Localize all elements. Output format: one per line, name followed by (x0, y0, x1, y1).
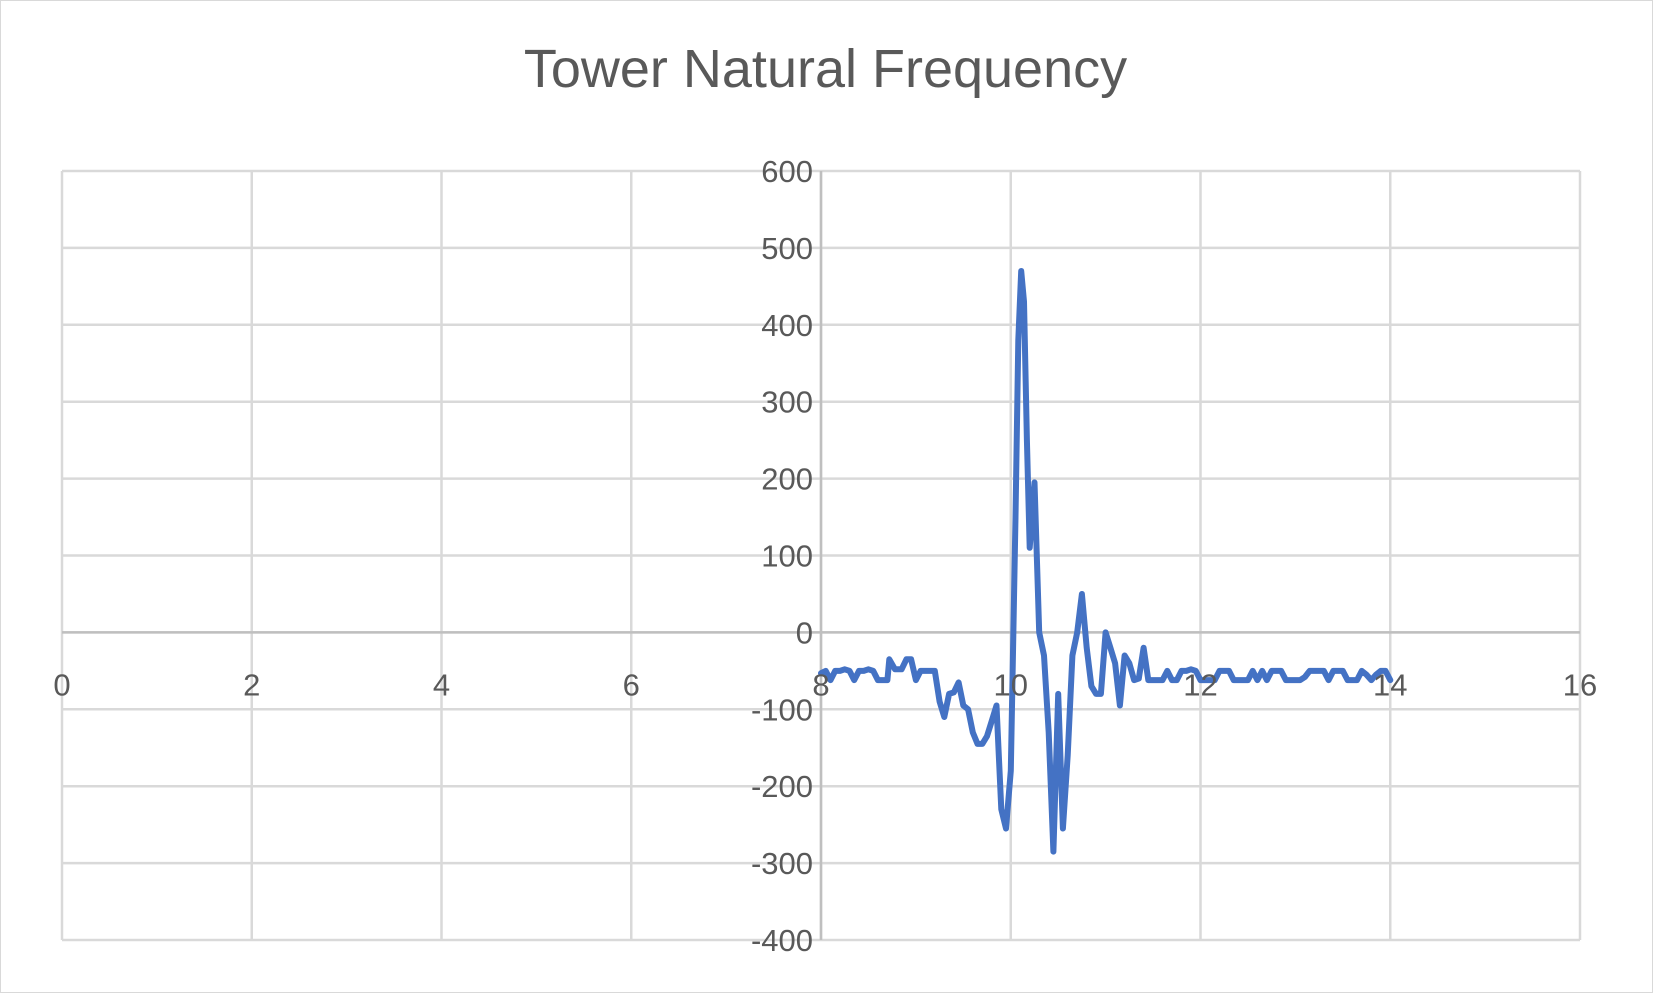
x-tick-label: 0 (53, 667, 70, 702)
y-tick-label: 500 (761, 231, 813, 266)
y-tick-label: 400 (761, 308, 813, 343)
x-tick-label: 8 (812, 667, 829, 702)
y-tick-label: -100 (751, 692, 813, 727)
x-tick-label: 16 (1563, 667, 1597, 702)
x-tick-label: 6 (623, 667, 640, 702)
x-tick-label: 4 (433, 667, 450, 702)
x-tick-label: 12 (1183, 667, 1217, 702)
y-tick-label: -300 (751, 846, 813, 881)
y-tick-label: 100 (761, 539, 813, 574)
tick-labels: 0 2 4 6 8 10 12 14 16 600 500 400 300 200 100 0 -100 -200… (53, 154, 1597, 958)
series-layer (818, 268, 1394, 855)
y-tick-label: 0 (796, 615, 813, 650)
y-tick-label: 200 (761, 462, 813, 497)
x-tick-label: 14 (1373, 667, 1407, 702)
chart-title: Tower Natural Frequency (523, 39, 1128, 99)
y-tick-label: 600 (761, 154, 813, 189)
y-tick-label: -200 (751, 769, 813, 804)
y-tick-label: 300 (761, 385, 813, 420)
x-tick-label: 10 (994, 667, 1028, 702)
series-line (818, 268, 1394, 855)
axes (62, 171, 1580, 940)
x-tick-label: 2 (243, 667, 260, 702)
y-tick-label: -400 (751, 923, 813, 958)
